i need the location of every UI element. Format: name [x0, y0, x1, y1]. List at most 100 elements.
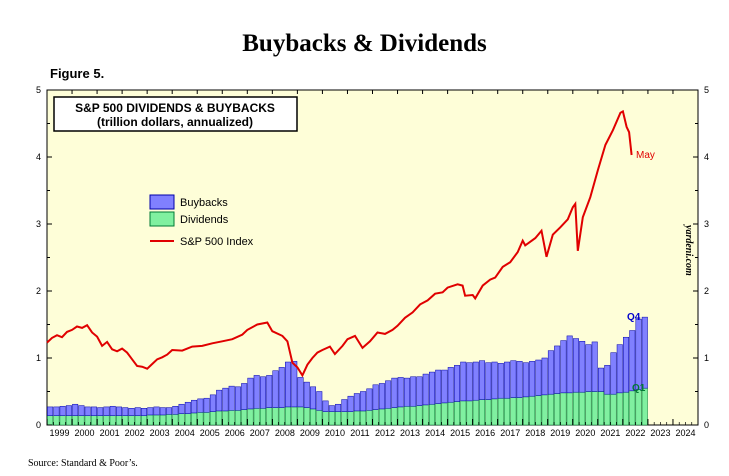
- buybacks-bar: [454, 365, 460, 402]
- x-tick-label: 2021: [600, 428, 620, 438]
- buybacks-bar: [353, 393, 360, 412]
- dividends-bar: [147, 414, 154, 426]
- buybacks-bar: [529, 361, 536, 397]
- buybacks-bar: [366, 388, 373, 411]
- buybacks-bar: [428, 371, 435, 405]
- dividends-bar: [428, 403, 435, 426]
- buybacks-bar: [116, 406, 122, 416]
- dividends-bar: [378, 408, 385, 426]
- dividends-bar: [460, 400, 467, 426]
- buybacks-bar: [53, 406, 60, 416]
- dividends-bar: [103, 415, 110, 426]
- buybacks-bar: [109, 405, 116, 416]
- dividends-bar: [197, 412, 204, 426]
- dividends-bar: [610, 393, 617, 426]
- dividends-bar: [291, 406, 298, 426]
- x-tick-label: 2000: [75, 428, 95, 438]
- page-title: Buybacks & Dividends: [242, 30, 487, 57]
- buybacks-bar: [234, 386, 241, 411]
- dividends-bar: [353, 410, 360, 426]
- buybacks-bar: [90, 406, 97, 416]
- buybacks-bar: [253, 375, 260, 409]
- x-tick-label: 2020: [575, 428, 595, 438]
- dividends-bar: [65, 415, 72, 426]
- dividends-bar: [472, 399, 479, 426]
- buybacks-bar: [410, 376, 417, 407]
- buybacks-bar: [303, 381, 310, 408]
- buybacks-bar: [184, 401, 191, 414]
- source-note: Source: Standard & Poor’s.: [28, 458, 138, 469]
- figure-label: Figure 5.: [50, 66, 105, 81]
- end-label-buybacks: Q4: [627, 312, 641, 323]
- buybacks-bar: [128, 408, 135, 416]
- x-tick-label: 2012: [375, 428, 395, 438]
- buybacks-bar: [422, 373, 429, 406]
- buybacks-bar: [403, 377, 410, 407]
- y-tick-label-left: 4: [36, 152, 41, 162]
- dividends-bar: [266, 407, 273, 426]
- dividends-bar: [623, 391, 629, 426]
- dividends-bar: [184, 413, 191, 426]
- axes: 0 0 1 1 2 2 3 3 4 4 5 5 1999 2000 2001 2002 2003 2004 2005…: [36, 85, 709, 438]
- buybacks-bar: [259, 376, 266, 409]
- buybacks-bar: [65, 405, 72, 416]
- buybacks-bar: [297, 377, 304, 408]
- dividends-bar: [303, 407, 310, 426]
- buybacks-bar: [391, 377, 398, 408]
- dividends-bar: [203, 412, 210, 426]
- buybacks-bar: [103, 406, 110, 416]
- buybacks-bar: [78, 405, 85, 416]
- dividends-bar: [234, 410, 241, 426]
- x-tick-label: 2019: [550, 428, 570, 438]
- y-tick-label-left: 3: [36, 219, 41, 229]
- legend-swatch-buybacks: [149, 194, 175, 210]
- buybacks-bar: [641, 316, 648, 389]
- dividends-bar: [435, 403, 442, 426]
- x-tick-label: 2006: [225, 428, 245, 438]
- buybacks-bar: [360, 391, 367, 412]
- dividends-bar: [122, 415, 129, 426]
- dividends-bar: [604, 393, 611, 426]
- buybacks-bar: [604, 365, 611, 395]
- dividends-bar: [479, 399, 486, 426]
- dividends-bar: [191, 412, 198, 426]
- buybacks-bar: [560, 340, 567, 394]
- x-tick-label: 2004: [175, 428, 195, 438]
- legend-label-dividends: Dividends: [180, 214, 229, 226]
- x-tick-label: 2002: [125, 428, 145, 438]
- buybacks-bar: [447, 367, 454, 403]
- dividends-bar: [78, 415, 85, 426]
- dividends-bar: [397, 406, 404, 426]
- buybacks-bar: [216, 389, 223, 412]
- legend: Buybacks Dividends S&P 500 Index: [149, 194, 254, 248]
- buybacks-bar: [247, 377, 254, 410]
- dividends-bar: [153, 414, 160, 426]
- x-tick-label: 2003: [150, 428, 170, 438]
- dividends-bar: [516, 397, 523, 426]
- buybacks-bar: [572, 338, 579, 393]
- buybacks-bar: [516, 361, 523, 398]
- legend-label-buybacks: Buybacks: [180, 197, 228, 209]
- buybacks-bar: [310, 386, 317, 410]
- y-tick-label-left: 2: [36, 286, 41, 296]
- dividends-bar: [272, 407, 279, 426]
- dividends-bar: [372, 409, 379, 426]
- x-tick-label: 2015: [450, 428, 470, 438]
- buybacks-bar: [579, 341, 586, 393]
- x-tick-label: 2013: [400, 428, 420, 438]
- dividends-bar: [253, 408, 260, 426]
- buybacks-bar: [159, 407, 166, 416]
- x-tick-label: 2023: [650, 428, 670, 438]
- end-label-dividends: Q1: [632, 383, 646, 394]
- dividends-bar: [585, 391, 592, 426]
- dividends-bar: [410, 405, 417, 426]
- buybacks-bar: [241, 383, 248, 410]
- buybacks-bar: [172, 405, 179, 415]
- y-tick-label-left: 1: [36, 353, 41, 363]
- dividends-bar: [159, 414, 166, 426]
- dividends-bar: [441, 402, 448, 426]
- buybacks-bar: [378, 383, 385, 410]
- dividends-bar: [259, 408, 266, 426]
- dividends-bar: [616, 392, 623, 426]
- y-tick-label-left: 5: [36, 85, 41, 95]
